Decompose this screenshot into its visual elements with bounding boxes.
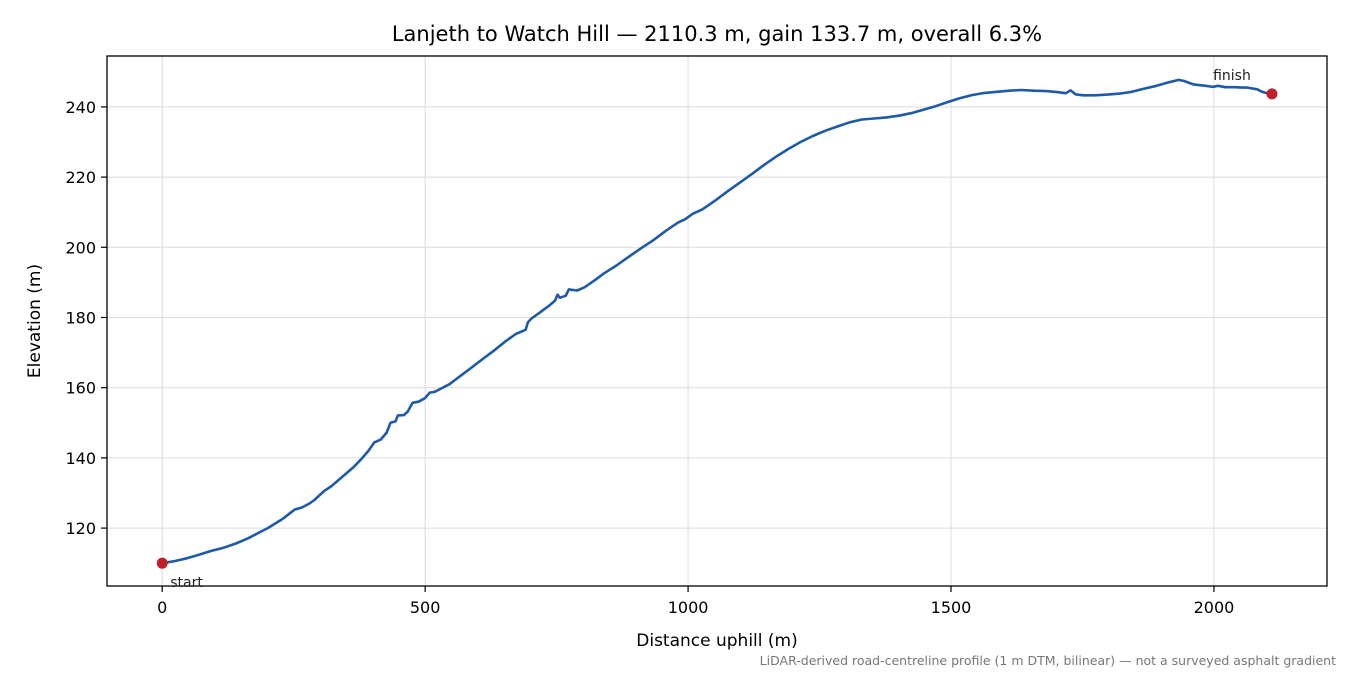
- y-tick-label: 120: [65, 519, 96, 538]
- start-marker: [156, 557, 168, 569]
- footnote: LiDAR-derived road-centreline profile (1…: [760, 653, 1336, 668]
- plot-area-frame: [106, 55, 1328, 587]
- y-axis-label: Elevation (m): [25, 264, 45, 378]
- y-tick-label: 180: [65, 308, 96, 327]
- finish-label: finish: [1213, 68, 1251, 84]
- x-axis-label: Distance uphill (m): [636, 631, 797, 651]
- start-label: start: [170, 575, 203, 591]
- elevation-series-line: [161, 78, 1273, 565]
- x-tick-label: 500: [410, 598, 441, 617]
- x-tick-label: 1500: [931, 598, 972, 617]
- series-group: [161, 78, 1273, 565]
- y-tick-label: 220: [65, 168, 96, 187]
- x-tick-label: 2000: [1194, 598, 1235, 617]
- x-axis: 0 500 1000 1500 2000: [157, 586, 1234, 617]
- finish-marker: [1266, 88, 1278, 100]
- y-tick-label: 160: [65, 379, 96, 398]
- gridlines: [107, 56, 1327, 586]
- x-tick-label: 0: [157, 598, 167, 617]
- endpoint-markers: start finish: [156, 68, 1278, 591]
- y-tick-label: 240: [65, 98, 96, 117]
- chart-title: Lanjeth to Watch Hill — 2110.3 m, gain 1…: [392, 22, 1042, 46]
- y-tick-label: 200: [65, 238, 96, 257]
- y-tick-label: 140: [65, 449, 96, 468]
- y-axis: 120 140 160 180 200 220 240: [65, 98, 107, 538]
- x-tick-label: 1000: [668, 598, 709, 617]
